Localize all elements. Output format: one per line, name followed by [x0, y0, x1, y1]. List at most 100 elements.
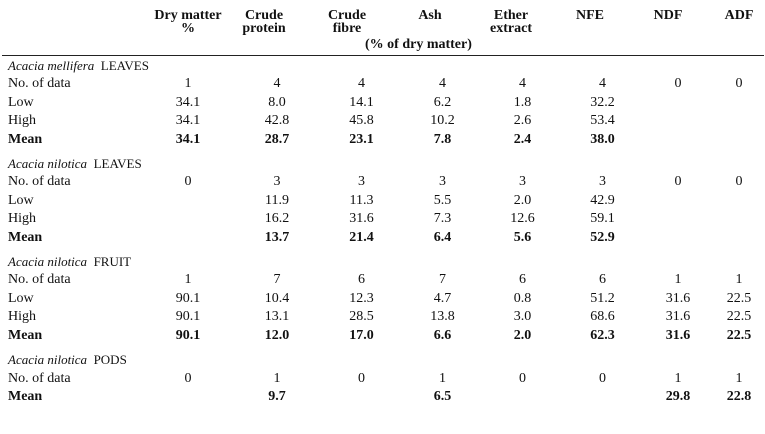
cell-crude-protein: 8.0 [268, 94, 286, 110]
table-row: High 16.2 31.6 7.3 12.6 59.1 [0, 210, 762, 228]
cell-crude-fibre: 3 [358, 174, 365, 190]
cell-crude-fibre: 14.1 [349, 94, 374, 110]
cell-nfe: 42.9 [590, 192, 615, 208]
section-heading: Acacia nilotica LEAVES [0, 155, 762, 173]
cell-crude-protein: 3 [273, 174, 281, 190]
cell-adf [716, 229, 762, 247]
plant-part: LEAVES [100, 58, 149, 73]
header-dry-matter-label: Dry matter [154, 8, 222, 23]
header-dry-matter-unit: % [181, 21, 195, 36]
cell-dry-matter [140, 192, 236, 210]
cell-crude-protein: 1 [273, 370, 281, 386]
cell-nfe: 68.6 [590, 309, 615, 325]
section-heading-row: Acacia nilotica FRUIT [0, 253, 762, 271]
cell-ndf: 31.6 [665, 309, 691, 325]
section-heading: Acacia mellifera LEAVES [0, 57, 762, 75]
cell-adf [716, 112, 762, 130]
table-row: Mean 34.1 28.7 23.1 7.8 2.4 38.0 [0, 131, 762, 149]
cell-nfe: 52.9 [590, 229, 615, 245]
cell-ash: 1 [439, 370, 446, 386]
cell-nfe: 6 [599, 272, 606, 288]
header-crude-protein: Crude protein [242, 8, 286, 36]
cell-ether-extract: 6 [519, 272, 526, 288]
cell-dry-matter: 34.1 [175, 131, 201, 147]
cell-nfe: 59.1 [590, 211, 615, 227]
cell-crude-fibre: 12.3 [349, 290, 374, 306]
table-header: Dry matter % Crude protein Crude fibre A… [0, 9, 765, 55]
header-crude-fibre: Crude fibre [327, 8, 367, 36]
cell-ndf [640, 192, 716, 210]
table-row: High 34.1 42.8 45.8 10.2 2.6 53.4 [0, 112, 762, 130]
cell-ash: 4 [439, 76, 446, 92]
row-label: Mean [8, 131, 43, 147]
plant-part: FRUIT [93, 254, 132, 270]
cell-dry-matter: 90.1 [175, 309, 201, 325]
row-label: High [8, 113, 36, 129]
data-table: Acacia mellifera LEAVES No. of data 1 4 4 4 4 4… [0, 57, 762, 406]
header-dry-matter: Dry matter % [140, 8, 236, 36]
cell-ether-extract: 12.6 [510, 211, 535, 227]
cell-ether-extract [480, 388, 565, 406]
cell-nfe: 4 [599, 76, 606, 92]
species-name: Acacia nilotica [8, 352, 88, 368]
cell-ether-extract: 3.0 [513, 309, 532, 325]
cell-ether-extract: 2.0 [513, 327, 532, 343]
cell-crude-protein: 42.8 [264, 113, 290, 129]
cell-ash: 7.8 [433, 131, 452, 147]
cell-dry-matter: 0 [184, 370, 192, 386]
cell-adf: 22.8 [726, 388, 752, 404]
cell-ether-extract: 2.0 [513, 192, 532, 208]
table-row: Low 34.1 8.0 14.1 6.2 1.8 32.2 [0, 94, 762, 112]
table-row: No. of data 0 1 0 1 0 0 1 1 [0, 370, 762, 388]
cell-adf: 0 [735, 174, 743, 190]
cell-adf [716, 94, 762, 112]
cell-dry-matter [140, 229, 236, 247]
cell-ash: 6.2 [433, 94, 452, 110]
cell-adf [716, 192, 762, 210]
cell-crude-fibre: 28.5 [349, 309, 374, 325]
species-name: Acacia nilotica [8, 254, 88, 270]
cell-crude-fibre: 45.8 [349, 113, 374, 129]
table-row: Low 11.9 11.3 5.5 2.0 42.9 [0, 192, 762, 210]
species-name: Acacia nilotica [8, 156, 88, 172]
cell-nfe: 32.2 [590, 94, 615, 110]
header-ndf: NDF [653, 8, 683, 23]
section-heading: Acacia nilotica PODS [0, 351, 762, 369]
row-label: High [8, 309, 36, 325]
cell-ash: 6.5 [433, 388, 452, 404]
cell-ash: 6.4 [433, 229, 452, 245]
table-row: Mean 13.7 21.4 6.4 5.6 52.9 [0, 229, 762, 247]
cell-crude-fibre: 6 [358, 272, 365, 288]
row-label: High [8, 211, 36, 227]
cell-ash: 6.6 [433, 327, 452, 343]
cell-adf: 1 [735, 272, 743, 288]
cell-dry-matter: 1 [184, 272, 192, 288]
cell-ether-extract: 0 [519, 370, 526, 386]
cell-ash: 5.5 [433, 192, 452, 208]
cell-crude-fibre: 21.4 [349, 229, 374, 245]
cell-adf [716, 210, 762, 228]
cell-dry-matter [140, 388, 236, 406]
cell-crude-protein: 10.4 [264, 290, 290, 306]
cell-crude-fibre: 4 [358, 76, 365, 92]
header-ash: Ash [418, 8, 442, 23]
row-label: No. of data [8, 76, 71, 92]
cell-crude-protein: 9.7 [268, 388, 286, 404]
row-label: Low [8, 94, 34, 110]
cell-nfe: 3 [599, 174, 606, 190]
cell-dry-matter: 0 [184, 174, 192, 190]
cell-ndf: 1 [674, 370, 682, 386]
table-row: Mean 90.1 12.0 17.0 6.6 2.0 62.3 31.6 22.5 [0, 327, 762, 345]
cell-ether-extract: 1.8 [513, 94, 532, 110]
cell-ether-extract: 2.6 [513, 113, 532, 129]
cell-crude-protein: 28.7 [264, 131, 290, 147]
cell-ether-extract: 0.8 [513, 290, 532, 306]
cell-crude-fibre: 0 [358, 370, 365, 386]
species-name: Acacia mellifera [8, 58, 95, 73]
cell-ndf: 0 [674, 76, 682, 92]
row-label: No. of data [8, 272, 71, 288]
cell-nfe: 0 [599, 370, 606, 386]
row-label: No. of data [8, 370, 71, 386]
cell-crude-protein: 7 [273, 272, 281, 288]
